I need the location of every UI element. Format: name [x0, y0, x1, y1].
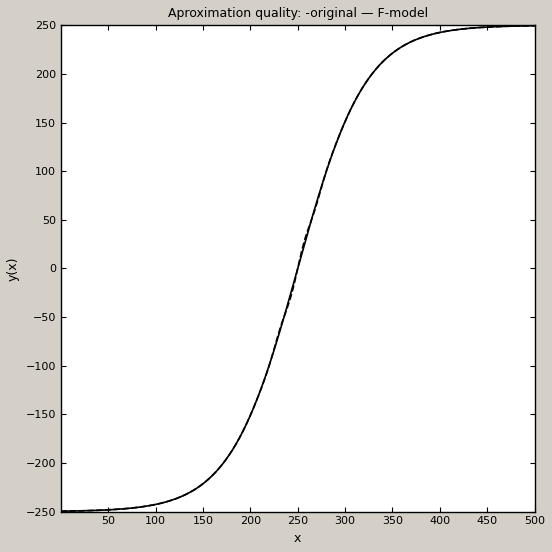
Y-axis label: y(x): y(x)	[7, 256, 20, 281]
X-axis label: x: x	[294, 532, 301, 545]
Title: Aproximation quality: -original — F-model: Aproximation quality: -original — F-mode…	[168, 7, 428, 20]
